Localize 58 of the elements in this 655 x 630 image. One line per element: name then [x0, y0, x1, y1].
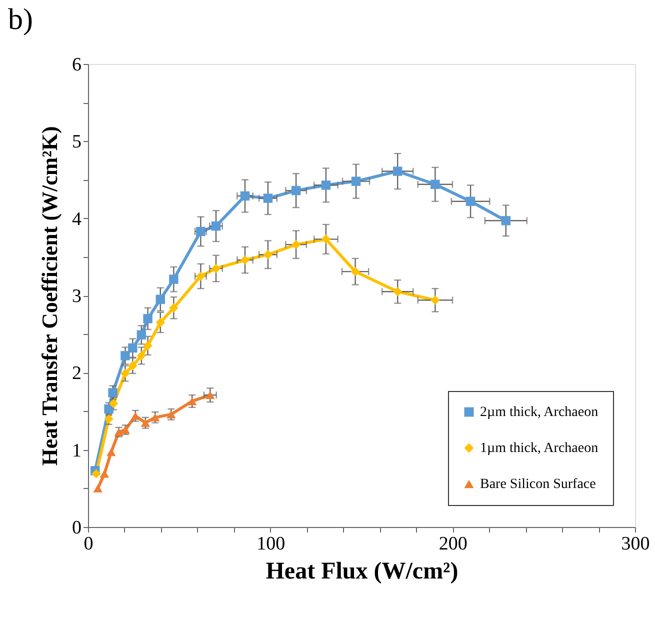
point — [140, 418, 150, 427]
x-axis-title: Heat Flux (W/cm²) — [266, 558, 458, 584]
y-tick-label: 3 — [72, 286, 82, 307]
legend-label: 1µm thick, Archaeon — [480, 441, 598, 456]
point — [350, 266, 360, 276]
y-tick-label: 0 — [72, 518, 82, 538]
point — [100, 470, 110, 478]
point — [108, 388, 118, 398]
point — [143, 341, 152, 350]
point — [136, 330, 146, 340]
point — [92, 469, 101, 478]
y-tick-label: 5 — [72, 132, 82, 153]
point — [166, 410, 176, 418]
point — [501, 216, 511, 226]
legend-label: Bare Silicon Surface — [480, 477, 596, 492]
point — [120, 368, 130, 378]
x-tick-label: 300 — [621, 534, 650, 554]
point — [321, 180, 331, 190]
point — [430, 180, 440, 189]
point — [263, 250, 273, 260]
point — [120, 351, 130, 360]
point — [263, 194, 273, 203]
point — [211, 264, 221, 274]
point — [392, 287, 402, 296]
point — [392, 166, 402, 176]
point — [240, 191, 250, 201]
point — [156, 294, 165, 304]
y-tick-label: 1 — [72, 440, 82, 462]
point — [240, 255, 250, 265]
y-axis-title: Heat Transfer Coefficient (W/cm²K) — [37, 126, 62, 466]
point — [206, 391, 215, 400]
y-tick-label: 6 — [72, 54, 82, 76]
point — [143, 314, 152, 324]
y-tick-label: 4 — [72, 208, 82, 230]
point — [128, 361, 138, 370]
point — [430, 296, 440, 305]
point — [156, 318, 165, 328]
point — [188, 397, 197, 406]
point — [169, 303, 178, 312]
point — [169, 274, 178, 284]
chart-title: b) — [8, 3, 33, 36]
x-tick-label: 100 — [256, 534, 286, 554]
point — [196, 226, 206, 236]
point — [93, 484, 102, 492]
point — [351, 176, 361, 186]
point — [291, 240, 301, 250]
point — [128, 343, 138, 353]
point — [466, 196, 476, 206]
point — [196, 272, 206, 281]
point — [106, 448, 116, 456]
y-tick-label: 2 — [72, 363, 82, 384]
point — [150, 413, 160, 422]
point — [136, 351, 146, 360]
x-tick-label: 200 — [438, 534, 468, 554]
point — [321, 234, 331, 244]
point — [291, 186, 301, 196]
point — [130, 412, 140, 420]
legend-label: 2µm thick, Archaeon — [480, 405, 598, 420]
